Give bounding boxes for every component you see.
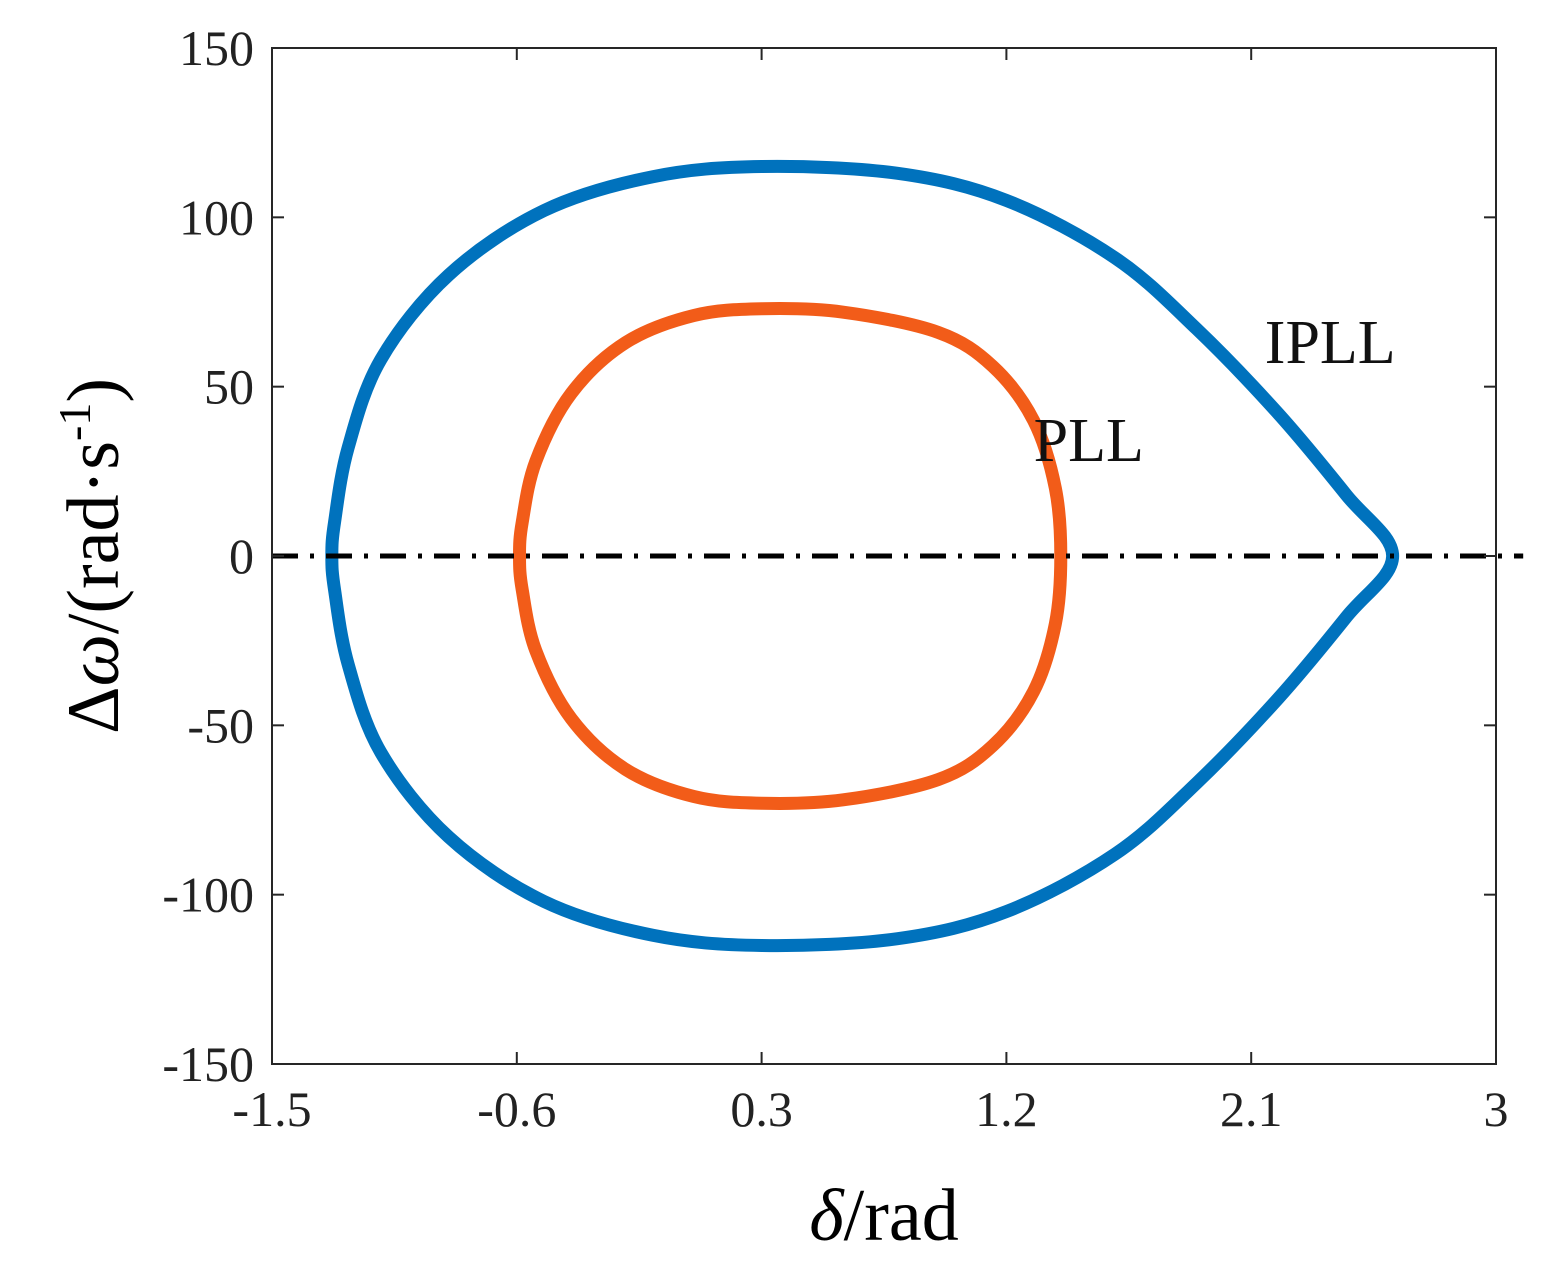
x-axis-unit: /rad xyxy=(844,1175,959,1257)
y-tick-label: -50 xyxy=(187,697,254,753)
x-tick-label: 2.1 xyxy=(1220,1081,1283,1137)
x-tick-label: 1.2 xyxy=(975,1081,1038,1137)
x-tick-label: 3 xyxy=(1484,1081,1509,1137)
y-tick-label: -100 xyxy=(162,867,254,923)
y-tick-label: 50 xyxy=(204,359,254,415)
y-tick-label: 0 xyxy=(229,528,254,584)
y-tick-label: -150 xyxy=(162,1036,254,1092)
series-layer xyxy=(272,159,1524,953)
y-axis-title-part: ) xyxy=(53,378,135,403)
y-axis-title-part: /(rad·s xyxy=(53,441,135,634)
y-axis-title-part: Δ xyxy=(53,686,135,734)
y-tick-label: 100 xyxy=(179,189,254,245)
x-tick-label: -1.5 xyxy=(232,1081,311,1137)
x-axis-title: δ/rad xyxy=(809,1175,958,1257)
y-axis-title-part: ω xyxy=(53,634,135,686)
x-axis-symbol: δ xyxy=(809,1175,845,1257)
labels-layer: -1.5 -0.6 0.3 1.2 2.1 3 -150 -100 -50 0 50 100 150 IP… xyxy=(162,20,1508,1137)
x-tick-label: 0.3 xyxy=(730,1081,793,1137)
ticks-layer xyxy=(271,47,1497,1065)
y-axis-title-part: -1 xyxy=(49,403,100,441)
y-tick-label: 150 xyxy=(179,20,254,76)
series-line-pll xyxy=(513,302,1068,810)
series-annotation-ipll: IPLL xyxy=(1265,309,1396,377)
y-axis-title: Δω/(rad·s-1) xyxy=(49,378,135,734)
x-tick-label: -0.6 xyxy=(477,1081,556,1137)
series-annotation-pll: PLL xyxy=(1034,407,1144,475)
